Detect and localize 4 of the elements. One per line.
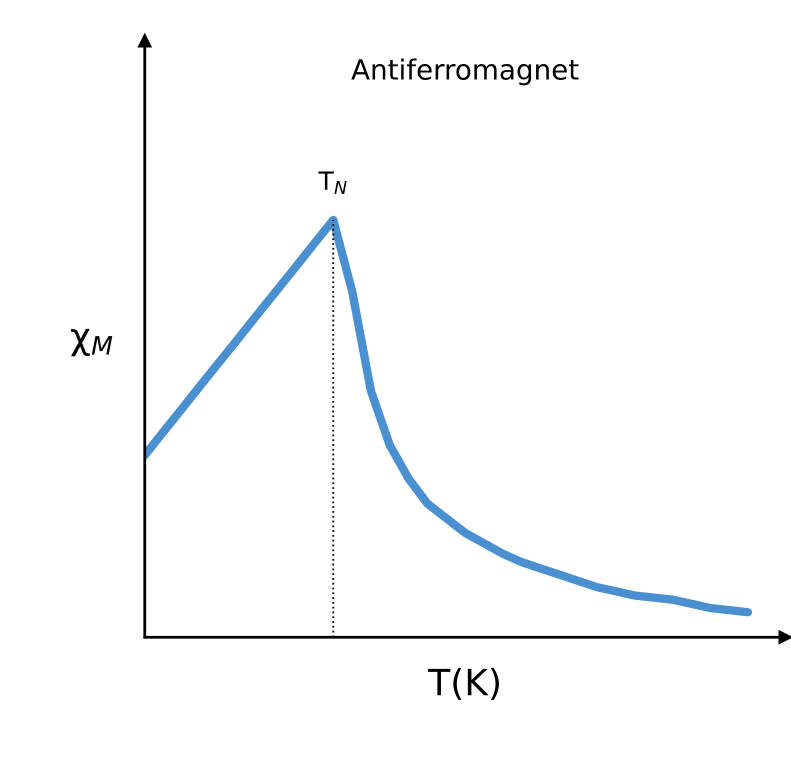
chart-title: Antiferromagnet [351, 58, 578, 86]
text: T$_{N}$ [318, 171, 347, 194]
x-axis-title: T(K) [428, 668, 499, 700]
y-axis-title: χ$_{M}$ [70, 328, 112, 356]
